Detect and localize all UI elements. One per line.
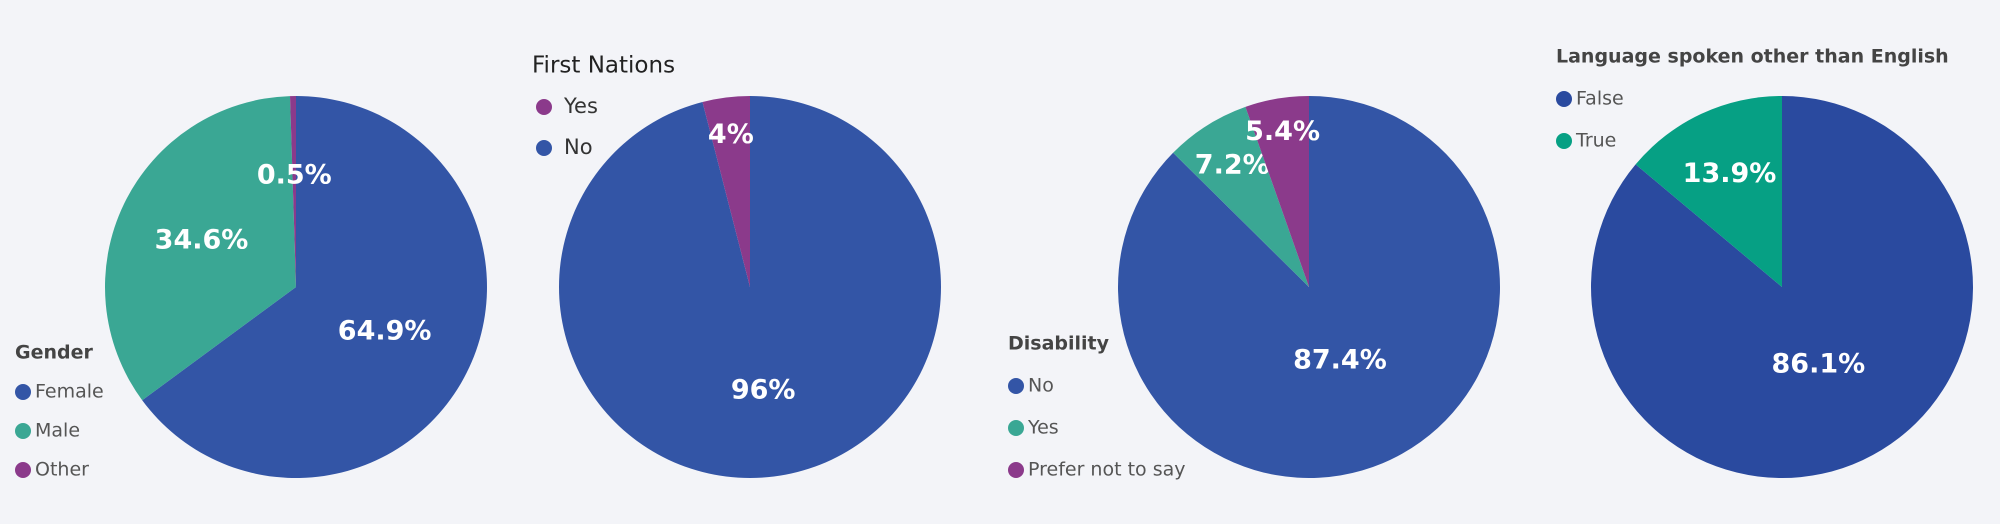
legend-marker [1556, 91, 1572, 107]
pie-slice [1173, 106, 1309, 287]
slice-label: 34.6% [155, 225, 249, 256]
legend-marker [536, 99, 552, 115]
legend-label: Female [35, 381, 104, 403]
slice-label: 0.5% [257, 160, 332, 191]
slice-label: 4% [708, 119, 754, 150]
pie-chart: 96% 4% First Nations Yes No [532, 53, 942, 479]
legend-title: Language spoken other than English [1556, 46, 1949, 68]
legend-title: Disability [1008, 333, 1110, 355]
pie-slice [142, 96, 487, 478]
pie-chart: 64.9% 34.6% 0.5% Gender Female Male Other [15, 96, 487, 481]
legend-label: No [1028, 375, 1054, 397]
legend-label: False [1576, 88, 1624, 110]
slice-label: 64.9% [338, 315, 432, 346]
legend-marker [15, 423, 31, 439]
legend-marker [1008, 462, 1024, 478]
legend-marker [15, 384, 31, 400]
legend-title: First Nations [532, 53, 675, 79]
legend-label: Other [35, 459, 89, 481]
legend-label: Prefer not to say [1028, 459, 1186, 481]
legend-label: No [564, 135, 593, 159]
legend-marker [15, 462, 31, 478]
pie-slice [1635, 96, 1782, 287]
slice-label: 96% [731, 375, 796, 406]
pie-slice [104, 96, 296, 401]
slice-label: 7.2% [1195, 150, 1270, 181]
legend-marker [536, 140, 552, 156]
slice-label: 86.1% [1772, 348, 1866, 379]
legend-marker [1008, 378, 1024, 394]
pie-slice [702, 96, 750, 287]
legend-label: True [1575, 130, 1616, 152]
legend-marker [1008, 420, 1024, 436]
pie-slice [1245, 96, 1309, 287]
slice-label: 13.9% [1683, 158, 1777, 189]
pie-slice [290, 96, 296, 287]
legend-label: Yes [1027, 417, 1059, 439]
pie-chart: 86.1% 13.9% Language spoken other than Eng… [1556, 46, 1973, 479]
pie-chart: 87.4% 7.2%5.4% Disability No Yes Prefer not t… [1008, 96, 1500, 481]
legend-label: Yes [563, 94, 598, 118]
legend-marker [1556, 133, 1572, 149]
legend-label: Male [35, 420, 80, 442]
slice-label: 87.4% [1293, 345, 1387, 376]
legend-title: Gender [15, 342, 93, 364]
slice-label: 5.4% [1245, 116, 1320, 147]
